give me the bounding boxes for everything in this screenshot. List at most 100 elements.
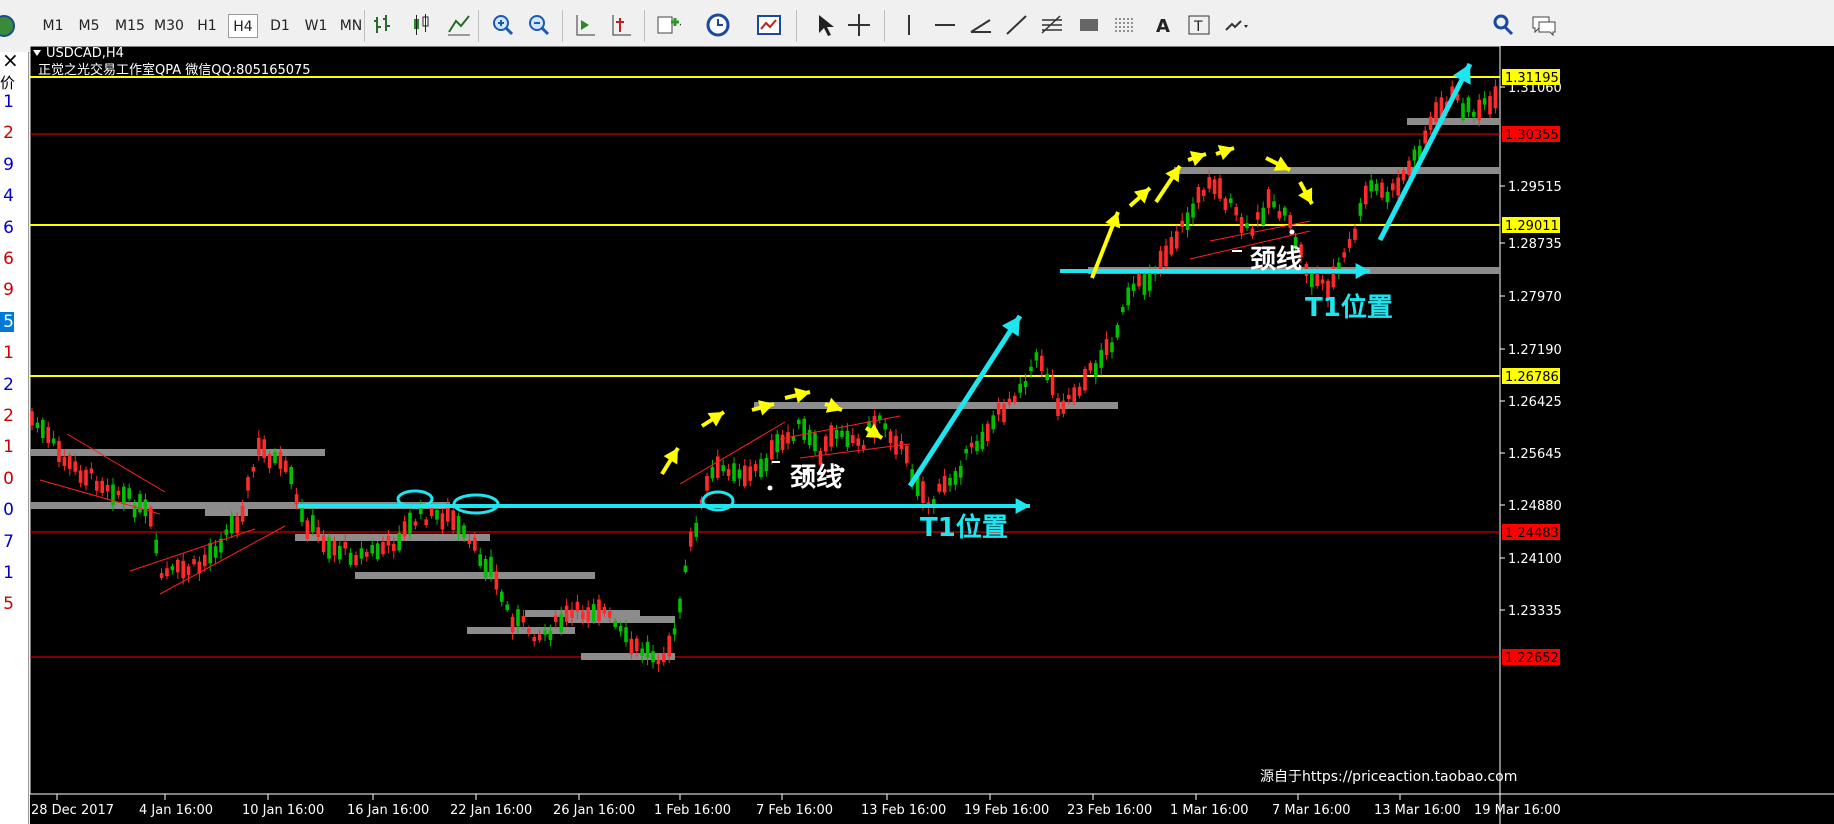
- price-tick-label: 1.26425: [1508, 395, 1562, 410]
- autoscroll-icon[interactable]: [608, 12, 634, 38]
- rectangle-icon[interactable]: [1076, 12, 1102, 38]
- text-label-icon[interactable]: T: [1186, 12, 1212, 38]
- candle-body: [537, 634, 542, 641]
- candle-body: [640, 648, 644, 656]
- candle-body: [975, 440, 979, 452]
- breakout-arrow-head: [1452, 64, 1471, 85]
- market-watch-digit[interactable]: 2: [3, 406, 14, 426]
- candle-body: [386, 536, 391, 546]
- angle-icon[interactable]: [968, 12, 994, 38]
- chart-dropdown-icon[interactable]: [33, 50, 41, 56]
- history-clock-icon[interactable]: [705, 12, 731, 38]
- candle-body: [1401, 169, 1406, 181]
- market-watch-digit[interactable]: 5: [0, 311, 14, 332]
- market-watch-digit[interactable]: 6: [3, 217, 14, 238]
- candle-body: [1493, 86, 1498, 109]
- candle-body: [1056, 398, 1060, 416]
- text-icon[interactable]: A: [1150, 12, 1176, 38]
- line-chart-icon[interactable]: [446, 12, 472, 38]
- candle-body: [667, 635, 671, 657]
- candle-body: [192, 559, 196, 565]
- timeframe-mn-button[interactable]: MN: [339, 18, 363, 34]
- timeframe-w1-button[interactable]: W1: [304, 18, 328, 34]
- chart-shift-icon[interactable]: [572, 12, 598, 38]
- candle-body: [305, 520, 310, 539]
- candle-body: [381, 542, 385, 555]
- candle-body: [1180, 220, 1184, 227]
- new-order-icon[interactable]: [655, 12, 681, 38]
- trend-marker-arrow-head: [1217, 144, 1234, 161]
- market-watch-digit[interactable]: 2: [3, 374, 14, 395]
- candle-body: [181, 560, 185, 579]
- cursor-icon[interactable]: [812, 12, 838, 38]
- candle-body: [1315, 269, 1319, 287]
- candle-body: [251, 466, 256, 472]
- candle-body: [743, 465, 747, 487]
- fibo-fan-icon[interactable]: [1112, 12, 1138, 38]
- market-watch-digit[interactable]: 0: [3, 500, 14, 521]
- candlestick-icon[interactable]: [408, 12, 434, 38]
- candle-body: [1423, 130, 1427, 144]
- timeframe-h4-button[interactable]: H4: [228, 14, 258, 38]
- candle-body: [354, 555, 358, 566]
- candle-body: [575, 601, 580, 612]
- candle-body: [980, 431, 985, 450]
- trendline-icon[interactable]: [1004, 12, 1030, 38]
- market-watch-digit[interactable]: 5: [3, 594, 14, 615]
- candle-body: [1207, 176, 1211, 189]
- time-tick-label: 23 Feb 16:00: [1067, 803, 1152, 818]
- market-watch-digit[interactable]: 9: [3, 280, 14, 301]
- market-watch-digit[interactable]: 6: [3, 249, 14, 269]
- candle-body: [1353, 228, 1357, 240]
- market-watch-digit[interactable]: 7: [3, 531, 14, 552]
- market-watch-digit[interactable]: 0: [3, 468, 14, 489]
- support-resistance-zone: [355, 572, 595, 579]
- zoom-out-icon[interactable]: [526, 12, 552, 38]
- candle-body: [807, 429, 812, 446]
- search-icon[interactable]: [1490, 12, 1516, 38]
- candle-body: [176, 559, 180, 573]
- templates-icon[interactable]: [756, 12, 782, 38]
- timeframe-m15-button[interactable]: M15: [115, 18, 145, 34]
- timeframe-h1-button[interactable]: H1: [197, 18, 217, 34]
- candle-body: [548, 630, 553, 641]
- timeframe-m30-button[interactable]: M30: [154, 18, 184, 34]
- candle-body: [165, 568, 169, 577]
- market-watch-digit[interactable]: 9: [3, 154, 14, 175]
- arrows-icon[interactable]: [1222, 12, 1248, 38]
- price-level-box: [1502, 368, 1560, 384]
- toolbar-separator: [562, 10, 563, 42]
- zoom-in-icon[interactable]: [490, 12, 516, 38]
- trend-marker-arrow-head: [865, 423, 882, 438]
- market-watch-digit[interactable]: 1: [3, 92, 14, 112]
- timeframe-m5-button[interactable]: M5: [78, 18, 100, 34]
- timeframe-d1-button[interactable]: D1: [270, 18, 290, 34]
- candle-body: [1137, 273, 1141, 287]
- candle-body: [1418, 145, 1422, 160]
- market-watch-digit[interactable]: 2: [3, 123, 14, 144]
- horizontal-line-icon[interactable]: [932, 12, 958, 38]
- fibonacci-icon[interactable]: [1040, 12, 1066, 38]
- candle-body: [635, 638, 639, 652]
- candle-body: [710, 467, 715, 479]
- chart-canvas[interactable]: 1.310601.295151.287351.279701.271901.264…: [30, 46, 1834, 824]
- crosshair-icon[interactable]: [846, 12, 872, 38]
- bar-chart-icon[interactable]: [372, 12, 398, 38]
- candle-body: [559, 614, 563, 632]
- vertical-line-icon[interactable]: [896, 12, 922, 38]
- chat-icon[interactable]: [1530, 12, 1556, 38]
- candle-body: [429, 506, 434, 517]
- market-watch-digit[interactable]: 1: [3, 437, 14, 458]
- candle-body: [764, 458, 769, 472]
- candle-body: [230, 515, 234, 534]
- market-watch-digit[interactable]: 1: [3, 563, 14, 583]
- candle-body: [219, 538, 223, 553]
- candle-body: [1472, 111, 1476, 117]
- timeframe-m1-button[interactable]: M1: [42, 18, 64, 34]
- t1-position-label-1: T1位置: [920, 512, 1008, 543]
- price-chart[interactable]: 1.31060 1.29515 1.28735 1.27970 1.27190 1.264…: [30, 46, 1834, 824]
- candle-body: [1023, 381, 1028, 388]
- close-icon[interactable]: ×: [2, 48, 19, 72]
- market-watch-digit[interactable]: 4: [3, 186, 14, 207]
- market-watch-digit[interactable]: 1: [3, 343, 14, 364]
